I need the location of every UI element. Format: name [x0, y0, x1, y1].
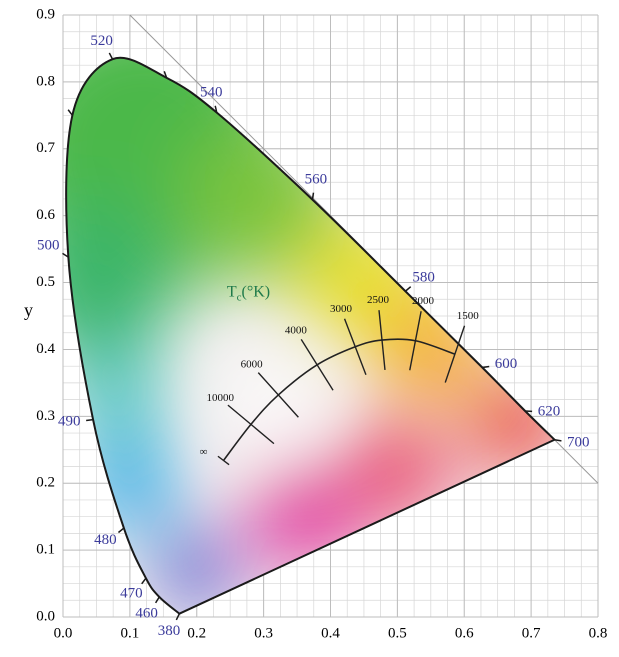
- wavelength-label: 380: [158, 623, 181, 639]
- wavelength-tick: [554, 439, 562, 442]
- wavelength-label: 500: [37, 238, 60, 254]
- wavelength-label: 540: [200, 85, 223, 101]
- isotherm: [444, 325, 466, 383]
- temperature-label: 1500: [457, 310, 480, 322]
- temperature-label: 4000: [285, 324, 308, 336]
- isotherm: [300, 339, 334, 391]
- wavelength-tick: [86, 418, 94, 422]
- wavelength-tick: [67, 109, 73, 116]
- y-tick-label: 0.1: [36, 542, 55, 558]
- y-axis-label: y: [24, 300, 33, 320]
- wavelength-label: 620: [538, 404, 561, 420]
- gamut-blob: [156, 530, 237, 611]
- label-part: (°K): [242, 283, 271, 300]
- isotherm: [227, 404, 275, 445]
- gamut-blob: [250, 463, 358, 571]
- wavelength-tick: [175, 613, 181, 621]
- wavelength-tick: [163, 71, 168, 79]
- temperature-label: 10000: [206, 392, 234, 404]
- wavelength-tick: [62, 252, 69, 258]
- temperature-axis-label: Tc(°K): [227, 283, 270, 303]
- x-tick-label: 0.0: [54, 625, 73, 641]
- y-tick-label: 0.5: [36, 274, 55, 290]
- wavelength-tick: [214, 105, 218, 113]
- y-tick-label: 0.0: [36, 608, 55, 624]
- wavelength-tick: [482, 365, 490, 369]
- label-part: T: [227, 283, 237, 300]
- x-tick-label: 0.6: [455, 625, 474, 641]
- isotherm: [217, 455, 230, 466]
- wavelength-label: 600: [495, 356, 518, 372]
- wavelength-label: 520: [90, 33, 113, 49]
- wavelength-tick: [404, 286, 412, 292]
- planckian-locus: [222, 338, 456, 461]
- gamut-blob: [69, 349, 164, 444]
- wavelength-label: 460: [135, 605, 158, 621]
- y-tick-label: 0.2: [36, 475, 55, 491]
- isotherm: [343, 318, 367, 376]
- wavelength-tick: [311, 192, 315, 200]
- x-tick-label: 0.1: [121, 625, 140, 641]
- x-tick-label: 0.8: [589, 625, 608, 641]
- gamut-fill: [66, 57, 555, 614]
- temperature-label: 2500: [367, 294, 390, 306]
- wavelength-label: 700: [567, 434, 590, 450]
- wavelength-tick: [108, 52, 114, 60]
- temperature-label: 2000: [412, 295, 435, 307]
- gamut-blob: [343, 416, 451, 524]
- y-tick-label: 0.6: [36, 207, 55, 223]
- gamut-blob: [66, 202, 177, 363]
- gamut-blob: [236, 369, 318, 450]
- y-tick-label: 0.3: [36, 408, 55, 424]
- x-tick-label: 0.7: [522, 625, 541, 641]
- x-tick-label: 0.2: [187, 625, 206, 641]
- temperature-label: ∞: [200, 446, 208, 458]
- wavelength-label: 490: [58, 414, 81, 430]
- x-tick-label: 0.3: [254, 625, 273, 641]
- wavelength-label: 470: [120, 586, 143, 602]
- temperature-label: 3000: [330, 303, 353, 315]
- wavelength-tick: [117, 527, 125, 534]
- y-tick-label: 0.9: [36, 6, 55, 22]
- label-part: c: [237, 291, 242, 303]
- isotherm: [257, 372, 299, 418]
- wavelength-label: 580: [412, 270, 435, 286]
- wavelength-tick: [141, 577, 147, 585]
- y-tick-label: 0.4: [36, 341, 55, 357]
- y-tick-label: 0.8: [36, 73, 55, 89]
- wavelength-label: 480: [94, 532, 117, 548]
- temperature-label: 6000: [241, 359, 264, 371]
- isotherm: [378, 310, 386, 371]
- wavelength-tick: [154, 596, 160, 604]
- isotherm: [409, 311, 422, 371]
- x-tick-label: 0.4: [321, 625, 340, 641]
- overlay: 0.0 0.1 0.2 0.3 0.4 0.5 0.6 0.7 0.8 0.0 0.1 0.2 0.3 0…: [36, 6, 607, 641]
- y-tick-label: 0.7: [36, 140, 55, 156]
- wavelength-label: 560: [305, 171, 328, 187]
- x-tick-label: 0.5: [388, 625, 407, 641]
